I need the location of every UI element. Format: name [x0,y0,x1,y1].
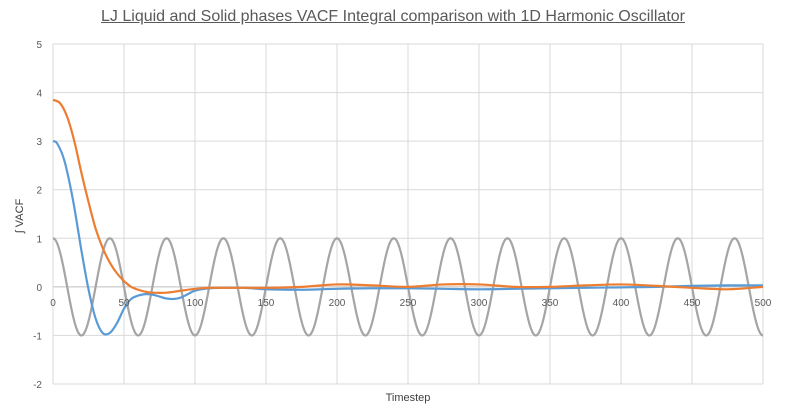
series-line-1 [52,140,764,336]
x-tick-label: 350 [542,298,559,309]
y-tick-label: -1 [33,331,42,342]
x-tick-label: 500 [755,298,772,309]
x-tick-label: 250 [400,298,417,309]
x-tick-label: 100 [187,298,204,309]
x-tick-label: 0 [50,298,56,309]
y-tick-label: 0 [36,283,42,294]
y-tick-label: 4 [36,89,42,100]
y-axis-title: ∫ VACF [14,198,26,234]
gridlines [52,43,764,385]
x-tick-label: 200 [329,298,346,309]
series-lines [52,98,764,337]
series-line-2 [52,98,764,294]
x-tick-label: 450 [684,298,701,309]
chart-title: LJ Liquid and Solid phases VACF Integral… [101,8,685,25]
x-tick-label: 50 [118,298,130,309]
y-tick-label: 3 [36,137,42,148]
y-tick-label: 2 [36,186,42,197]
x-tick-label: 400 [613,298,630,309]
y-tick-label: 1 [36,234,42,245]
x-axis-title: Timestep [386,392,431,404]
y-tick-label: 5 [36,40,42,51]
y-tick-label: -2 [33,380,42,391]
x-tick-label: 150 [258,298,275,309]
x-tick-label: 300 [471,298,488,309]
